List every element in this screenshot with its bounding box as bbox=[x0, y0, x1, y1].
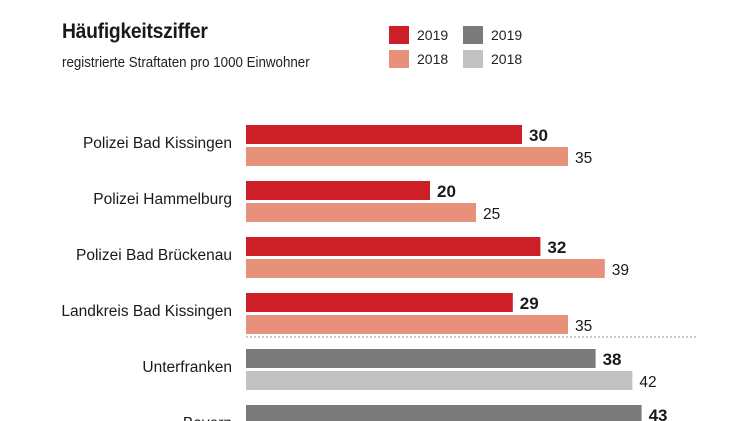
bar-landkreis-bad-kissingen-2018 bbox=[246, 315, 568, 334]
legend-item-local-2019: 2019 bbox=[389, 26, 448, 44]
legend-swatch-regional-2018 bbox=[463, 50, 483, 68]
value-label-landkreis-bad-kissingen-2019: 29 bbox=[520, 294, 539, 313]
chart-title: Häufigkeitsziffer bbox=[62, 20, 208, 43]
value-label-unterfranken-2018: 42 bbox=[639, 374, 656, 391]
legend-item-regional-2018: 2018 bbox=[463, 50, 522, 68]
category-label-bayern: Bayern bbox=[183, 415, 232, 421]
category-label-polizei-bad-br-ckenau: Polizei Bad Brückenau bbox=[76, 247, 232, 264]
value-label-polizei-bad-kissingen-2018: 35 bbox=[575, 150, 592, 167]
legend-item-local-2018: 2018 bbox=[389, 50, 448, 68]
bar-polizei-hammelburg-2018 bbox=[246, 203, 476, 222]
value-label-polizei-bad-br-ckenau-2019: 32 bbox=[547, 238, 566, 257]
category-label-polizei-hammelburg: Polizei Hammelburg bbox=[93, 191, 232, 208]
category-label-polizei-bad-kissingen: Polizei Bad Kissingen bbox=[83, 135, 232, 152]
bar-polizei-hammelburg-2019 bbox=[246, 181, 430, 200]
legend-label-regional-2019: 2019 bbox=[491, 27, 523, 43]
legend-swatch-regional-2019 bbox=[463, 26, 483, 44]
legend-label-local-2018: 2018 bbox=[417, 51, 449, 67]
bar-bayern-2019 bbox=[246, 405, 642, 421]
category-label-unterfranken: Unterfranken bbox=[142, 359, 232, 376]
legend-item-regional-2019: 2019 bbox=[463, 26, 522, 44]
value-label-bayern-2019: 43 bbox=[649, 406, 668, 421]
legend-label-regional-2018: 2018 bbox=[491, 51, 523, 67]
value-label-polizei-bad-kissingen-2019: 30 bbox=[529, 126, 548, 145]
value-label-polizei-bad-br-ckenau-2018: 39 bbox=[612, 262, 629, 279]
value-label-landkreis-bad-kissingen-2018: 35 bbox=[575, 318, 592, 335]
bar-polizei-bad-br-ckenau-2019 bbox=[246, 237, 541, 256]
bar-unterfranken-2019 bbox=[246, 349, 596, 368]
bar-polizei-bad-kissingen-2019 bbox=[246, 125, 522, 144]
legend-swatch-local-2019 bbox=[389, 26, 409, 44]
value-label-polizei-hammelburg-2018: 25 bbox=[483, 206, 500, 223]
bar-landkreis-bad-kissingen-2019 bbox=[246, 293, 513, 312]
legend-swatch-local-2018 bbox=[389, 50, 409, 68]
bar-unterfranken-2018 bbox=[246, 371, 633, 390]
bar-polizei-bad-kissingen-2018 bbox=[246, 147, 568, 166]
value-label-polizei-hammelburg-2019: 20 bbox=[437, 182, 456, 201]
value-label-unterfranken-2019: 38 bbox=[603, 350, 622, 369]
chart-subtitle: registrierte Straftaten pro 1000 Einwohn… bbox=[62, 55, 310, 71]
bar-polizei-bad-br-ckenau-2018 bbox=[246, 259, 605, 278]
legend-label-local-2019: 2019 bbox=[417, 27, 449, 43]
category-label-landkreis-bad-kissingen: Landkreis Bad Kissingen bbox=[61, 303, 232, 320]
